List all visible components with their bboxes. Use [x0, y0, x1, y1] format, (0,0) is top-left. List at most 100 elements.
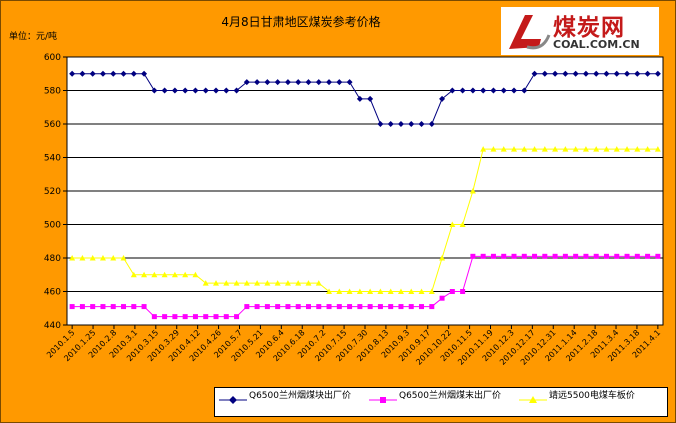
- series-3-point-39: [469, 188, 476, 194]
- line-chart: 4404604805005205405605806002010.1.52010.…: [44, 53, 664, 367]
- series-3-point-1: [79, 255, 86, 261]
- series-1-point-17: [243, 79, 250, 86]
- series-1-point-6: [130, 70, 137, 77]
- series-2-point-18: [254, 304, 260, 310]
- series-3-point-51: [593, 146, 600, 152]
- series-3-point-36: [439, 255, 446, 261]
- series-2-point-5: [121, 304, 127, 310]
- series-1-point-20: [274, 79, 281, 86]
- series-2-point-44: [521, 253, 527, 259]
- series-1-point-0: [69, 70, 76, 77]
- series-1-point-53: [613, 70, 620, 77]
- series-1-point-12: [192, 87, 199, 94]
- series-3-point-33: [408, 288, 415, 294]
- series-1-point-27: [346, 79, 353, 86]
- series-3-point-53: [613, 146, 620, 152]
- series-2-point-2: [90, 304, 96, 310]
- series-2-point-51: [593, 253, 599, 259]
- series-3-point-29: [367, 288, 374, 294]
- series-3-point-2: [89, 255, 96, 261]
- series-1-point-3: [99, 70, 106, 77]
- series-2-point-28: [357, 304, 363, 310]
- series-3-point-0: [69, 255, 76, 261]
- series-2-point-16: [234, 314, 240, 320]
- series-3-point-16: [233, 280, 240, 286]
- legend-diamond-marker-icon: [219, 396, 247, 404]
- series-2-point-45: [532, 253, 538, 259]
- series-2-point-0: [69, 304, 75, 310]
- series-1-point-49: [572, 70, 579, 77]
- series-2-point-10: [172, 314, 178, 320]
- series-1-point-18: [254, 79, 261, 86]
- series-2-point-32: [398, 304, 404, 310]
- series-1-point-54: [624, 70, 631, 77]
- series-2-point-23: [305, 304, 311, 310]
- series-1-point-16: [233, 87, 240, 94]
- series-1-point-37: [449, 87, 456, 94]
- series-1-point-52: [603, 70, 610, 77]
- series-2-point-29: [367, 304, 373, 310]
- series-2-point-30: [377, 304, 383, 310]
- y-tick-label-1: 460: [44, 288, 61, 298]
- series-3-point-50: [582, 146, 589, 152]
- legend-item-series-3: 靖远5500电煤车板价: [517, 390, 665, 414]
- legend-label-series-2: Q6500兰州烟煤末出厂价: [399, 391, 501, 401]
- series-1-point-33: [408, 121, 415, 127]
- series-3-point-6: [130, 271, 137, 278]
- series-3-point-30: [377, 288, 384, 294]
- series-3-point-24: [315, 280, 322, 286]
- series-3-point-37: [449, 221, 456, 227]
- series-2-point-26: [336, 304, 342, 310]
- series-2-point-55: [634, 253, 640, 259]
- y-tick-label-2: 480: [44, 254, 61, 264]
- series-1-point-47: [552, 70, 559, 77]
- series-1-point-7: [141, 70, 148, 77]
- series-2-point-34: [419, 304, 425, 310]
- series-3-point-11: [182, 271, 189, 278]
- series-3-point-7: [141, 271, 148, 278]
- series-2-point-27: [347, 304, 353, 310]
- series-1-point-25: [326, 79, 333, 86]
- series-1-point-44: [521, 87, 528, 94]
- series-1-point-45: [531, 70, 538, 77]
- series-1-point-19: [264, 79, 271, 86]
- series-2-point-49: [573, 253, 579, 259]
- series-3-point-46: [541, 146, 548, 152]
- series-1-point-29: [367, 95, 374, 102]
- series-3-point-25: [326, 288, 333, 294]
- series-3-point-19: [264, 280, 271, 286]
- series-1-point-5: [120, 70, 127, 77]
- series-1-point-31: [387, 121, 394, 127]
- series-2-point-48: [562, 253, 568, 259]
- series-1-point-46: [541, 70, 548, 77]
- series-2-point-1: [79, 304, 85, 310]
- y-tick-label-4: 520: [44, 187, 61, 197]
- series-3-point-4: [110, 255, 117, 261]
- series-1-point-48: [562, 70, 569, 77]
- series-1-point-10: [171, 87, 178, 94]
- series-3-point-18: [254, 280, 261, 286]
- series-2-point-35: [429, 304, 435, 310]
- series-2-point-40: [480, 253, 486, 259]
- series-2-line: [72, 255, 658, 318]
- series-3-point-27: [346, 288, 353, 294]
- y-tick-label-8: 600: [44, 53, 61, 63]
- series-1-point-13: [202, 87, 209, 94]
- legend-square-marker-icon: [369, 397, 397, 403]
- legend-label-series-1: Q6500兰州烟煤块出厂价: [249, 391, 351, 401]
- series-1-point-43: [511, 87, 517, 94]
- series-1-point-34: [418, 121, 425, 127]
- series-2-point-3: [100, 304, 106, 310]
- series-3-point-42: [500, 146, 507, 152]
- legend-item-series-2: Q6500兰州烟煤末出厂价: [367, 390, 515, 414]
- series-3-point-43: [511, 146, 517, 152]
- series-3-point-48: [562, 146, 569, 152]
- logo-text-cn: 煤炭网: [553, 15, 625, 41]
- series-1-point-11: [182, 87, 189, 94]
- series-2-point-31: [388, 304, 394, 310]
- series-1-point-26: [336, 79, 343, 86]
- series-1-point-51: [593, 70, 600, 77]
- y-tick-label-3: 500: [44, 221, 61, 231]
- series-3-line: [72, 148, 658, 292]
- series-3-point-9: [161, 271, 168, 278]
